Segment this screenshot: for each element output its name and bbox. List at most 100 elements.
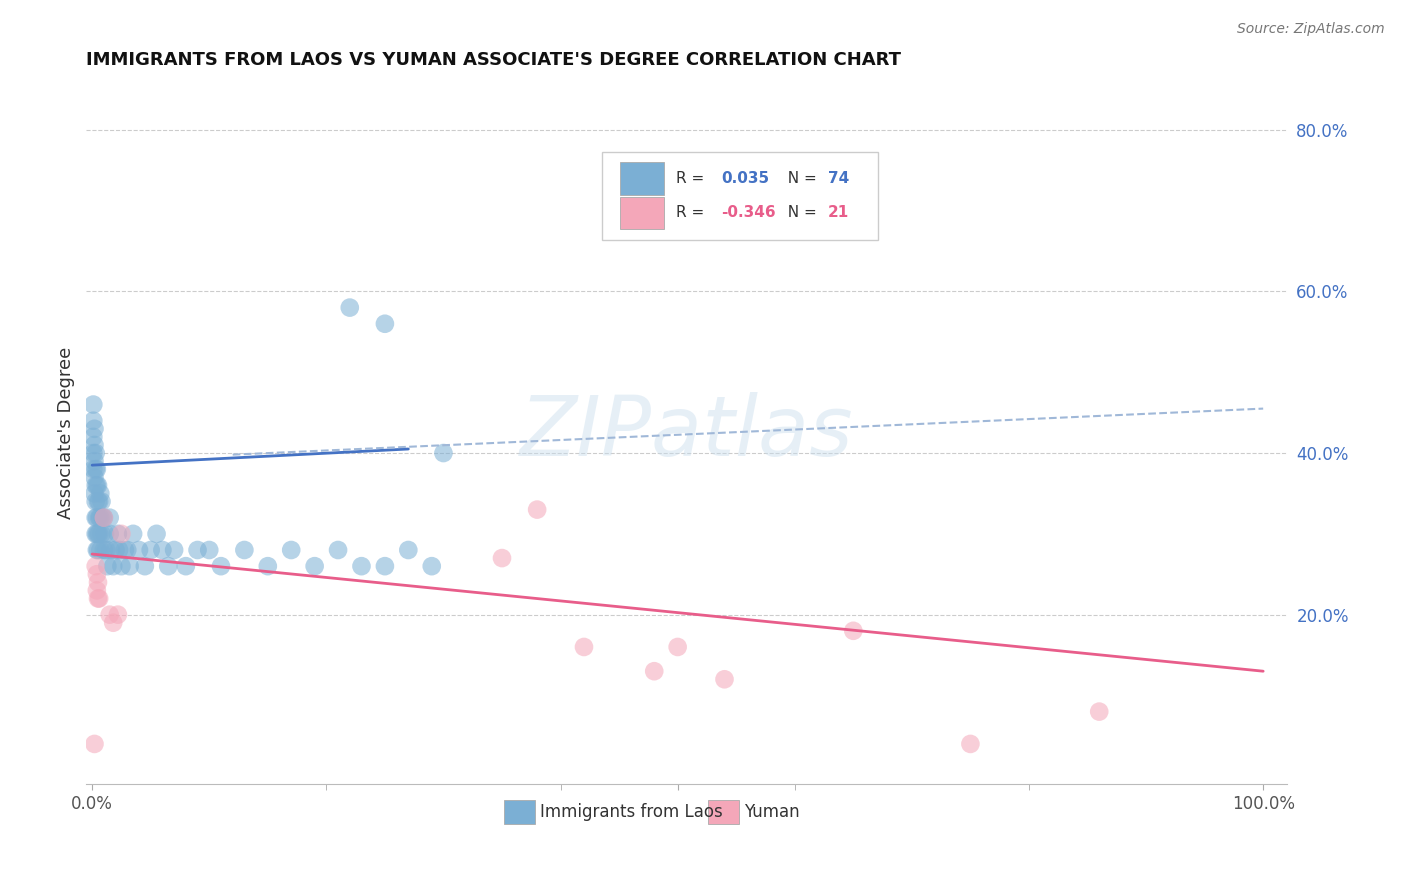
Point — [91, 510, 114, 524]
Point — [84, 494, 107, 508]
Point — [374, 559, 396, 574]
Point — [103, 559, 125, 574]
Point — [82, 446, 104, 460]
FancyBboxPatch shape — [602, 152, 879, 240]
Point — [118, 559, 141, 574]
Point — [84, 559, 107, 574]
Point — [90, 526, 112, 541]
Point — [842, 624, 865, 638]
Text: ZIPatlas: ZIPatlas — [520, 392, 853, 474]
Point — [89, 526, 111, 541]
Text: Yuman: Yuman — [744, 804, 800, 822]
Point — [98, 526, 121, 541]
Point — [83, 737, 105, 751]
Point — [87, 478, 110, 492]
Point — [84, 526, 107, 541]
Point — [84, 446, 107, 460]
Point — [145, 526, 167, 541]
Text: R =: R = — [676, 171, 714, 186]
Point — [198, 543, 221, 558]
Text: 0.035: 0.035 — [721, 171, 769, 186]
Point — [100, 543, 122, 558]
Point — [104, 543, 127, 558]
Point — [174, 559, 197, 574]
Point — [526, 502, 548, 516]
Point — [82, 414, 104, 428]
Point — [280, 543, 302, 558]
Text: IMMIGRANTS FROM LAOS VS YUMAN ASSOCIATE'S DEGREE CORRELATION CHART: IMMIGRANTS FROM LAOS VS YUMAN ASSOCIATE'… — [86, 51, 901, 69]
Text: Source: ZipAtlas.com: Source: ZipAtlas.com — [1237, 22, 1385, 37]
Point — [83, 454, 105, 468]
Point — [233, 543, 256, 558]
Point — [87, 526, 110, 541]
Point — [666, 640, 689, 654]
Point — [959, 737, 981, 751]
FancyBboxPatch shape — [620, 196, 664, 229]
Point — [396, 543, 419, 558]
Point — [107, 607, 129, 622]
Point — [82, 398, 104, 412]
Text: N =: N = — [778, 171, 827, 186]
Point — [163, 543, 186, 558]
Point — [326, 543, 349, 558]
Point — [84, 510, 107, 524]
Point — [108, 543, 131, 558]
Point — [117, 543, 139, 558]
Point — [90, 494, 112, 508]
Y-axis label: Associate's Degree: Associate's Degree — [58, 347, 75, 519]
Point — [89, 494, 111, 508]
Point — [93, 510, 115, 524]
Point — [432, 446, 454, 460]
Point — [134, 559, 156, 574]
Point — [89, 543, 111, 558]
FancyBboxPatch shape — [709, 800, 740, 824]
Point — [103, 615, 125, 630]
Point — [491, 551, 513, 566]
Text: -0.346: -0.346 — [721, 205, 776, 220]
Point — [89, 486, 111, 500]
Point — [94, 526, 117, 541]
Point — [83, 470, 105, 484]
Point — [83, 486, 105, 500]
Text: Immigrants from Laos: Immigrants from Laos — [540, 804, 723, 822]
Point — [1088, 705, 1111, 719]
Text: N =: N = — [778, 205, 827, 220]
Text: 21: 21 — [828, 205, 849, 220]
Point — [89, 510, 111, 524]
Point — [713, 673, 735, 687]
Point — [87, 543, 110, 558]
Point — [572, 640, 595, 654]
Point — [84, 462, 107, 476]
Point — [114, 543, 136, 558]
Point — [86, 567, 108, 582]
Point — [107, 526, 129, 541]
Point — [86, 462, 108, 476]
Point — [96, 559, 118, 574]
Point — [304, 559, 326, 574]
Point — [186, 543, 208, 558]
Point — [89, 510, 111, 524]
Point — [87, 591, 110, 606]
Point — [420, 559, 443, 574]
Point — [374, 317, 396, 331]
Point — [84, 478, 107, 492]
FancyBboxPatch shape — [620, 162, 664, 194]
FancyBboxPatch shape — [503, 800, 536, 824]
Point — [157, 559, 180, 574]
Point — [83, 422, 105, 436]
Point — [83, 438, 105, 452]
Point — [86, 583, 108, 598]
Point — [86, 543, 108, 558]
Point — [256, 559, 278, 574]
Point — [82, 462, 104, 476]
Point — [96, 543, 118, 558]
Point — [128, 543, 150, 558]
Point — [86, 526, 108, 541]
Point — [110, 526, 132, 541]
Point — [86, 510, 108, 524]
Point — [93, 510, 115, 524]
Point — [87, 494, 110, 508]
Point — [643, 664, 665, 678]
Point — [98, 607, 121, 622]
Point — [93, 543, 115, 558]
